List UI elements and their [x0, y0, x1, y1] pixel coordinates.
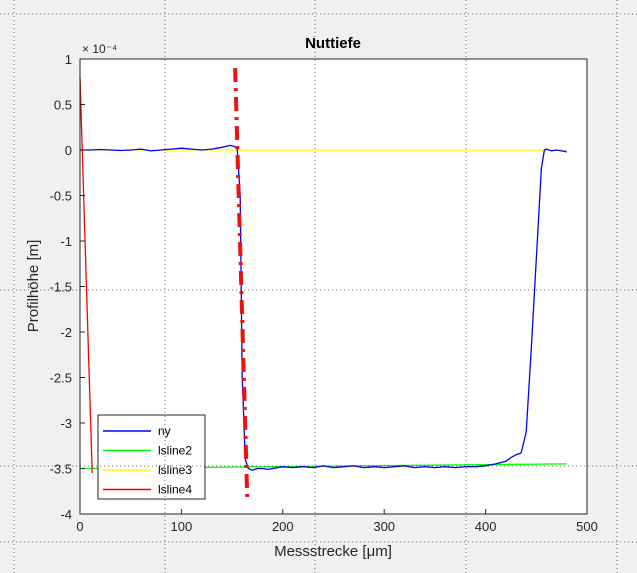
- y-axis-label: Profilhöhe [m]: [25, 240, 42, 333]
- x-tick-label: 400: [475, 519, 497, 534]
- x-tick-label: 500: [576, 519, 598, 534]
- legend: ny lsline2 lsline3 lsline4: [97, 414, 206, 500]
- legend-label-lsline3: lsline3: [158, 463, 192, 477]
- y-tick-label: -4: [60, 507, 72, 522]
- x-tick-label: 300: [373, 519, 395, 534]
- x-axis-label: Messstrecke [μm]: [274, 543, 392, 560]
- y-exponent-label: × 10⁻⁴: [82, 42, 117, 56]
- chart-title: Nuttiefe: [305, 35, 361, 52]
- y-tick-label: 1: [65, 52, 72, 67]
- y-tick-label: -2: [60, 325, 72, 340]
- y-tick-label: 0: [65, 143, 72, 158]
- y-axis: 1 0.5 0 -0.5 -1 -1.5 -2 -2.5 -3 -3.5 -4: [50, 52, 85, 522]
- legend-label-ny: ny: [158, 424, 171, 438]
- dash-dot-annotation-line: [233, 68, 250, 501]
- annotation-layer: [233, 68, 250, 501]
- y-tick-label: -3: [60, 416, 72, 431]
- series-lsline4: [79, 77, 93, 474]
- x-axis: 0 100 200 300 400 500: [76, 509, 598, 534]
- x-tick-label: 0: [76, 519, 83, 534]
- y-tick-label: -2.5: [50, 371, 72, 386]
- legend-label-lsline4: lsline4: [158, 483, 192, 497]
- y-tick-label: 0.5: [54, 98, 72, 113]
- x-tick-label: 100: [171, 519, 193, 534]
- y-tick-label: -1: [60, 234, 72, 249]
- y-tick-label: -1.5: [50, 280, 72, 295]
- y-tick-label: -3.5: [50, 462, 72, 477]
- y-tick-label: -0.5: [50, 189, 72, 204]
- legend-box: [97, 414, 206, 500]
- legend-label-lsline2: lsline2: [158, 444, 192, 458]
- series-ny: [80, 144, 567, 471]
- x-tick-label: 200: [272, 519, 294, 534]
